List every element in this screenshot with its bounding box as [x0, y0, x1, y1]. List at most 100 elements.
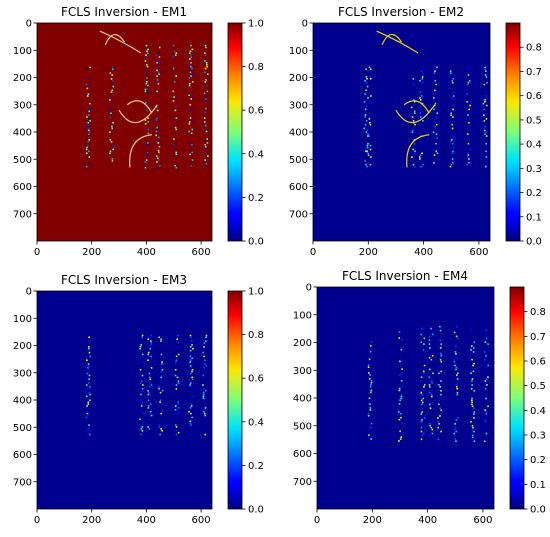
- y-tick-label: 0: [306, 283, 312, 294]
- subplot-2: FCLS Inversion - EM2 0 200 400 600 0 100 200 300…: [289, 5, 542, 258]
- subplot-3: FCLS Inversion - EM3 0 200 400 600 0 100 200 300…: [13, 273, 264, 526]
- x-tick-label: 200: [363, 515, 382, 526]
- colorbar-tick-label: 0.4: [248, 149, 264, 160]
- heatmap-image: [313, 23, 490, 241]
- colorbar-tick-label: 0.8: [526, 43, 542, 54]
- colorbar-tick-label: 0.1: [526, 212, 542, 223]
- y-tick-label: 400: [293, 394, 312, 405]
- colorbar-tick-label: 0.6: [248, 374, 264, 385]
- x-tick-label: 0: [34, 247, 40, 258]
- x-tick-label: 400: [137, 247, 156, 258]
- subplot-title: FCLS Inversion - EM4: [342, 269, 468, 283]
- colorbar: [506, 23, 520, 241]
- y-tick-label: 0: [302, 19, 308, 30]
- y-tick-label: 700: [293, 477, 312, 488]
- colorbar-frame: [505, 22, 521, 242]
- colorbar-tick-label: 0.0: [526, 237, 542, 248]
- heatmap-image: [317, 287, 494, 509]
- colorbar-tick-label: 0.5: [530, 381, 546, 392]
- colorbar-tick-label: 1.0: [248, 287, 264, 298]
- x-tick-label: 400: [137, 515, 156, 526]
- heatmap-image: [37, 23, 212, 241]
- y-tick-label: 400: [13, 128, 32, 139]
- colorbar-tick-label: 0.7: [526, 67, 542, 78]
- colorbar-tick-label: 0.6: [530, 357, 546, 368]
- y-tick-label: 100: [293, 310, 312, 321]
- colorbar: [510, 287, 524, 509]
- y-tick-label: 500: [13, 155, 32, 166]
- y-tick-label: 300: [289, 100, 308, 111]
- x-tick-label: 0: [314, 515, 320, 526]
- y-tick-label: 100: [13, 46, 32, 57]
- colorbar-tick-label: 0.1: [530, 480, 546, 491]
- heatmap-texture: [363, 30, 488, 168]
- colorbar-tick-label: 0.8: [248, 330, 264, 341]
- y-tick-label: 500: [289, 155, 308, 166]
- subplot-1: FCLS Inversion - EM1 0 200 400 600 0 100 200 300…: [13, 5, 264, 258]
- colorbar-tick-label: 0.3: [530, 431, 546, 442]
- x-tick-label: 200: [359, 247, 378, 258]
- y-tick-label: 0: [26, 287, 32, 298]
- y-tick-label: 200: [293, 338, 312, 349]
- subplot-4: FCLS Inversion - EM4 0 200 400 600 0 100 200 300…: [293, 269, 546, 526]
- colorbar-tick-label: 0.2: [526, 188, 542, 199]
- colorbar-tick-label: 0.6: [248, 106, 264, 117]
- subplot-title: FCLS Inversion - EM1: [61, 5, 187, 19]
- colorbar-tick-label: 0.4: [530, 406, 546, 417]
- colorbar: [228, 291, 242, 509]
- subplot-title: FCLS Inversion - EM3: [61, 273, 187, 287]
- y-tick-label: 500: [293, 421, 312, 432]
- y-tick-label: 200: [13, 341, 32, 352]
- colorbar-frame: [227, 22, 243, 242]
- colorbar-tick-label: 0.0: [530, 505, 546, 516]
- y-tick-label: 600: [13, 182, 32, 193]
- colorbar-frame: [227, 290, 243, 510]
- colorbar-frame: [509, 286, 525, 510]
- colorbar-tick-label: 0.0: [248, 237, 264, 248]
- y-tick-label: 200: [13, 73, 32, 84]
- colorbar-tick-label: 0.7: [530, 332, 546, 343]
- heatmap-texture: [85, 30, 209, 169]
- x-tick-label: 200: [82, 515, 101, 526]
- colorbar-tick-label: 0.6: [526, 91, 542, 102]
- colorbar-tick-label: 0.4: [526, 140, 542, 151]
- x-tick-label: 600: [473, 515, 492, 526]
- y-tick-label: 700: [13, 209, 32, 220]
- y-tick-label: 300: [13, 368, 32, 379]
- x-tick-label: 400: [418, 515, 437, 526]
- y-tick-label: 400: [289, 128, 308, 139]
- y-tick-label: 600: [13, 450, 32, 461]
- colorbar-tick-label: 0.8: [248, 62, 264, 73]
- y-tick-label: 600: [293, 449, 312, 460]
- heatmap-texture: [85, 334, 208, 436]
- colorbar-tick-label: 1.0: [248, 19, 264, 30]
- y-tick-label: 400: [13, 396, 32, 407]
- colorbar-tick-label: 0.4: [248, 417, 264, 428]
- colorbar-tick-label: 0.0: [248, 505, 264, 516]
- colorbar-tick-label: 0.5: [526, 115, 542, 126]
- x-tick-label: 600: [192, 247, 211, 258]
- colorbar-tick-label: 0.2: [530, 455, 546, 466]
- colorbar-tick-label: 0.3: [526, 164, 542, 175]
- x-tick-label: 0: [310, 247, 316, 258]
- colorbar-tick-label: 0.8: [530, 307, 546, 318]
- y-tick-label: 0: [26, 19, 32, 30]
- y-tick-label: 200: [289, 73, 308, 84]
- x-tick-label: 0: [34, 515, 40, 526]
- colorbar-tick-label: 0.2: [248, 461, 264, 472]
- y-tick-label: 500: [13, 423, 32, 434]
- y-tick-label: 100: [289, 46, 308, 57]
- subplot-title: FCLS Inversion - EM2: [338, 5, 464, 19]
- y-tick-label: 700: [13, 477, 32, 488]
- x-tick-label: 600: [192, 515, 211, 526]
- y-tick-label: 100: [13, 314, 32, 325]
- y-tick-label: 600: [289, 182, 308, 193]
- x-tick-label: 600: [469, 247, 488, 258]
- colorbar: [228, 23, 242, 241]
- x-tick-label: 200: [82, 247, 101, 258]
- heatmap-image: [37, 291, 212, 509]
- colorbar-tick-label: 0.2: [248, 193, 264, 204]
- x-tick-label: 400: [414, 247, 433, 258]
- y-tick-label: 700: [289, 209, 308, 220]
